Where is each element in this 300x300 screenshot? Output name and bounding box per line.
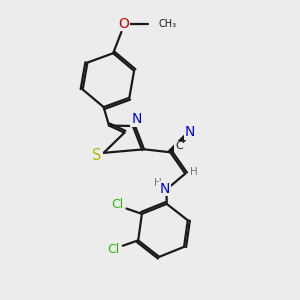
Text: N: N (185, 125, 195, 139)
Text: N: N (160, 182, 170, 196)
Text: S: S (92, 148, 102, 163)
Text: Cl: Cl (111, 199, 123, 212)
Text: N: N (131, 112, 142, 126)
Text: H: H (154, 178, 162, 188)
Text: C: C (175, 141, 183, 151)
Text: O: O (118, 16, 129, 31)
Text: Cl: Cl (107, 243, 119, 256)
Text: H: H (190, 167, 197, 177)
Text: CH₃: CH₃ (158, 19, 176, 28)
